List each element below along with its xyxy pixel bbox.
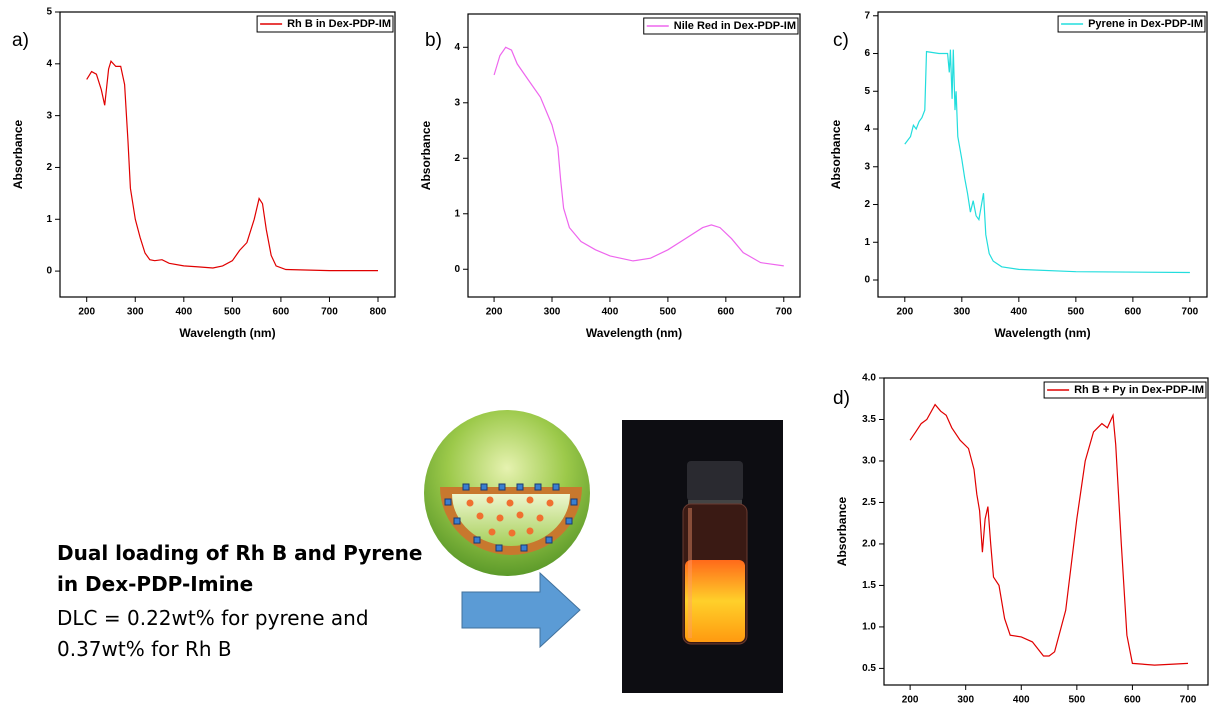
y-tick-label: 0.5 bbox=[862, 663, 876, 674]
y-tick-label: 1 bbox=[46, 214, 52, 225]
y-tick-label: 4 bbox=[864, 124, 870, 135]
x-tick-label: 600 bbox=[717, 307, 734, 318]
x-tick-label: 400 bbox=[1010, 307, 1027, 318]
caption: 0.37wt% for Rh B bbox=[57, 637, 232, 661]
x-tick-label: 600 bbox=[1125, 307, 1142, 318]
y-tick-label: 3 bbox=[454, 97, 460, 108]
y-tick-label: 4 bbox=[454, 42, 460, 53]
x-tick-label: 500 bbox=[1068, 307, 1085, 318]
spectrum-line bbox=[493, 46, 784, 267]
y-tick-label: 5 bbox=[864, 86, 870, 97]
y-tick-label: 0 bbox=[864, 275, 870, 286]
legend-label: Rh B + Py in Dex-PDP-IM bbox=[1074, 384, 1204, 396]
x-tick-label: 700 bbox=[1182, 307, 1199, 318]
x-axis-title: Wavelength (nm) bbox=[994, 326, 1090, 340]
x-tick-label: 700 bbox=[1180, 695, 1197, 704]
legend-label: Nile Red in Dex-PDP-IM bbox=[674, 20, 796, 32]
x-tick-label: 200 bbox=[896, 307, 913, 318]
y-tick-label: 7 bbox=[864, 10, 870, 21]
x-tick-label: 300 bbox=[953, 307, 970, 318]
y-tick-label: 2 bbox=[454, 153, 460, 164]
x-tick-label: 400 bbox=[1013, 695, 1030, 704]
y-tick-label: 1 bbox=[864, 237, 870, 248]
panel-label: b) bbox=[425, 30, 442, 51]
x-tick-label: 300 bbox=[544, 307, 561, 318]
x-tick-label: 500 bbox=[1069, 695, 1086, 704]
caption-bold: Dual loading of Rh B and Pyrene bbox=[57, 541, 422, 565]
spectrum-line bbox=[904, 49, 1190, 274]
x-tick-label: 600 bbox=[1124, 695, 1141, 704]
plot-frame bbox=[877, 11, 1208, 298]
x-tick-label: 500 bbox=[224, 307, 241, 318]
legend-box bbox=[256, 15, 394, 33]
y-tick-label: 0 bbox=[46, 266, 52, 277]
y-tick-label: 2.5 bbox=[862, 497, 876, 508]
spectrum-line bbox=[909, 403, 1189, 666]
y-tick-label: 2 bbox=[864, 199, 870, 210]
y-tick-label: 2.0 bbox=[862, 539, 876, 550]
y-tick-label: 6 bbox=[864, 48, 870, 59]
x-tick-label: 200 bbox=[486, 307, 503, 318]
y-axis-title: Absorbance bbox=[11, 120, 25, 190]
y-tick-label: 1.5 bbox=[862, 580, 876, 591]
y-tick-label: 3 bbox=[864, 161, 870, 172]
x-tick-label: 600 bbox=[273, 307, 290, 318]
caption-bold: in Dex-PDP-Imine bbox=[57, 572, 253, 596]
x-tick-label: 300 bbox=[127, 307, 144, 318]
panel-label: a) bbox=[12, 30, 29, 51]
panel-label: c) bbox=[833, 30, 849, 51]
plot-frame bbox=[59, 11, 396, 298]
y-tick-label: 4 bbox=[46, 58, 52, 69]
panel-label: d) bbox=[833, 388, 850, 409]
x-axis-title: Wavelength (nm) bbox=[179, 326, 275, 340]
legend-label: Rh B in Dex-PDP-IM bbox=[287, 18, 391, 30]
y-tick-label: 3.0 bbox=[862, 456, 876, 467]
x-tick-label: 700 bbox=[321, 307, 338, 318]
legend-box bbox=[1057, 15, 1206, 33]
vial-photo bbox=[622, 420, 783, 693]
x-tick-label: 500 bbox=[660, 307, 677, 318]
plot-frame bbox=[883, 377, 1209, 686]
plot-frame bbox=[467, 13, 801, 298]
x-tick-label: 200 bbox=[78, 307, 95, 318]
caption: DLC = 0.22wt% for pyrene and bbox=[57, 606, 369, 630]
y-axis-title: Absorbance bbox=[829, 120, 843, 190]
y-tick-label: 4.0 bbox=[862, 373, 876, 384]
x-tick-label: 800 bbox=[370, 307, 387, 318]
spectrum-line bbox=[86, 60, 378, 272]
x-tick-label: 400 bbox=[602, 307, 619, 318]
legend-box bbox=[643, 17, 799, 35]
y-tick-label: 0 bbox=[454, 264, 460, 275]
x-tick-label: 200 bbox=[902, 695, 919, 704]
y-axis-title: Absorbance bbox=[419, 121, 433, 191]
x-tick-label: 400 bbox=[175, 307, 192, 318]
y-axis-title: Absorbance bbox=[835, 497, 849, 567]
micelle-illustration bbox=[424, 410, 590, 649]
y-tick-label: 3 bbox=[46, 110, 52, 121]
legend-box bbox=[1043, 381, 1207, 399]
x-tick-label: 300 bbox=[957, 695, 974, 704]
y-tick-label: 1 bbox=[454, 208, 460, 219]
y-tick-label: 5 bbox=[46, 7, 52, 18]
legend-label: Pyrene in Dex-PDP-IM bbox=[1088, 18, 1203, 30]
y-tick-label: 1.0 bbox=[862, 622, 876, 633]
y-tick-label: 2 bbox=[46, 162, 52, 173]
x-axis-title: Wavelength (nm) bbox=[586, 326, 682, 340]
y-tick-label: 3.5 bbox=[862, 414, 876, 425]
x-tick-label: 700 bbox=[775, 307, 792, 318]
